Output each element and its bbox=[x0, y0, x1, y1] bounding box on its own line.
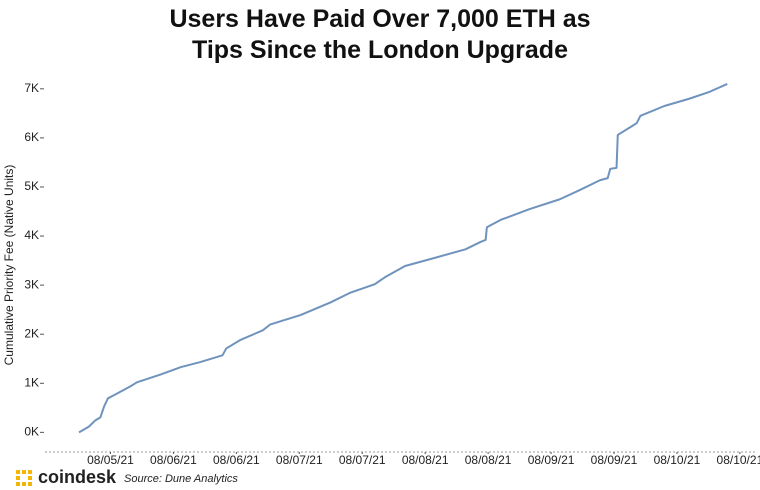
x-tick-label: 08/07/21 bbox=[339, 453, 386, 467]
y-tick-label: 4K bbox=[24, 228, 39, 242]
brand-icon bbox=[16, 470, 32, 486]
x-tick-label: 08/10/21 bbox=[717, 453, 760, 467]
title-box: Users Have Paid Over 7,000 ETH as Tips S… bbox=[0, 4, 760, 66]
x-tick-label: 08/10/21 bbox=[654, 453, 701, 467]
y-tick-label: 2K bbox=[24, 326, 39, 340]
x-tick-label: 08/05/21 bbox=[87, 453, 134, 467]
y-axis-label: Cumulative Priority Fee (Native Units) bbox=[2, 165, 16, 366]
x-tick-label: 08/09/21 bbox=[591, 453, 638, 467]
y-tick-label: 3K bbox=[24, 277, 39, 291]
source: Source: Dune Analytics bbox=[124, 473, 238, 485]
chart-title: Users Have Paid Over 7,000 ETH as Tips S… bbox=[169, 5, 591, 64]
y-tick-label: 0K bbox=[24, 425, 39, 439]
x-tick-label: 08/07/21 bbox=[276, 453, 323, 467]
y-tick-label: 7K bbox=[24, 81, 39, 95]
x-tick-label: 08/06/21 bbox=[213, 453, 260, 467]
line bbox=[78, 82, 728, 434]
y-tick-label: 6K bbox=[24, 130, 39, 144]
brand: coindesk bbox=[38, 467, 117, 487]
x-tick-label: 08/08/21 bbox=[402, 453, 449, 467]
x-tick-label: 08/08/21 bbox=[465, 453, 512, 467]
x-tick-label: 08/09/21 bbox=[528, 453, 575, 467]
x-tick-label: 08/06/21 bbox=[150, 453, 197, 467]
y-tick-label: 5K bbox=[24, 179, 39, 193]
y-tick-label: 1K bbox=[24, 375, 39, 389]
